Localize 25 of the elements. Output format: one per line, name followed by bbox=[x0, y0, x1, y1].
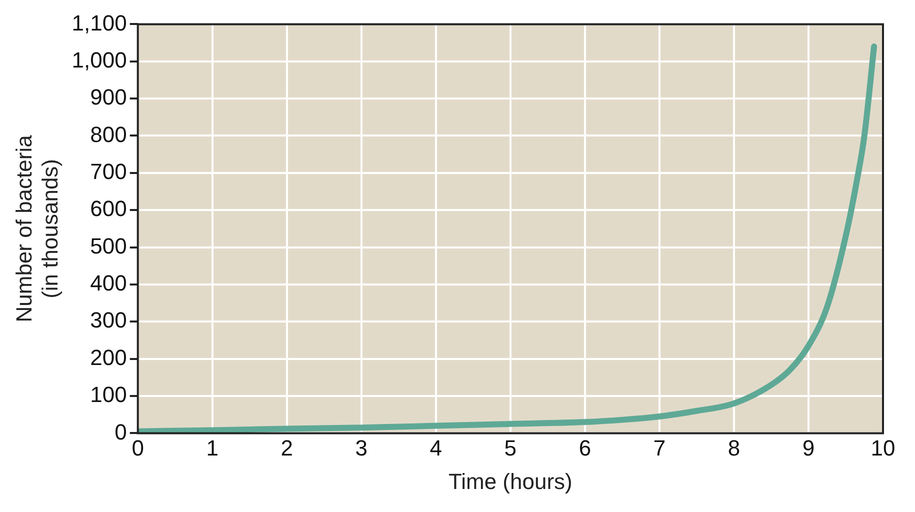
x-tick-label: 8 bbox=[728, 435, 740, 460]
y-tick-label: 100 bbox=[90, 382, 127, 408]
y-tick-label: 1,100 bbox=[72, 10, 127, 36]
x-tick-label: 3 bbox=[355, 435, 368, 460]
y-tick-label: 0 bbox=[114, 419, 127, 444]
y-tick-label: 200 bbox=[90, 344, 127, 370]
x-tick-label: 5 bbox=[504, 435, 517, 460]
y-tick-label: 1,000 bbox=[72, 47, 127, 72]
y-tick-label: 600 bbox=[90, 196, 127, 222]
y-tick-label: 400 bbox=[90, 270, 127, 296]
y-tick-label: 700 bbox=[90, 158, 127, 184]
x-tick-label: 1 bbox=[206, 435, 218, 460]
x-tick-label: 4 bbox=[430, 435, 442, 460]
x-tick-label: 9 bbox=[802, 435, 815, 460]
x-tick-label: 2 bbox=[280, 435, 294, 460]
x-tick-label: 0 bbox=[132, 435, 144, 460]
x-tick-label: 7 bbox=[653, 435, 666, 460]
x-axis-title: Time (hours) bbox=[448, 468, 572, 494]
x-tick-label: 10 bbox=[870, 435, 896, 460]
y-tick-label: 500 bbox=[90, 233, 127, 258]
x-tick-label: 6 bbox=[578, 435, 592, 460]
y-axis-title: Number of bacteria (in thousands) bbox=[11, 134, 63, 322]
y-tick-label: 300 bbox=[90, 308, 127, 333]
y-tick-label: 900 bbox=[90, 84, 127, 110]
y-tick-label: 800 bbox=[90, 122, 127, 147]
